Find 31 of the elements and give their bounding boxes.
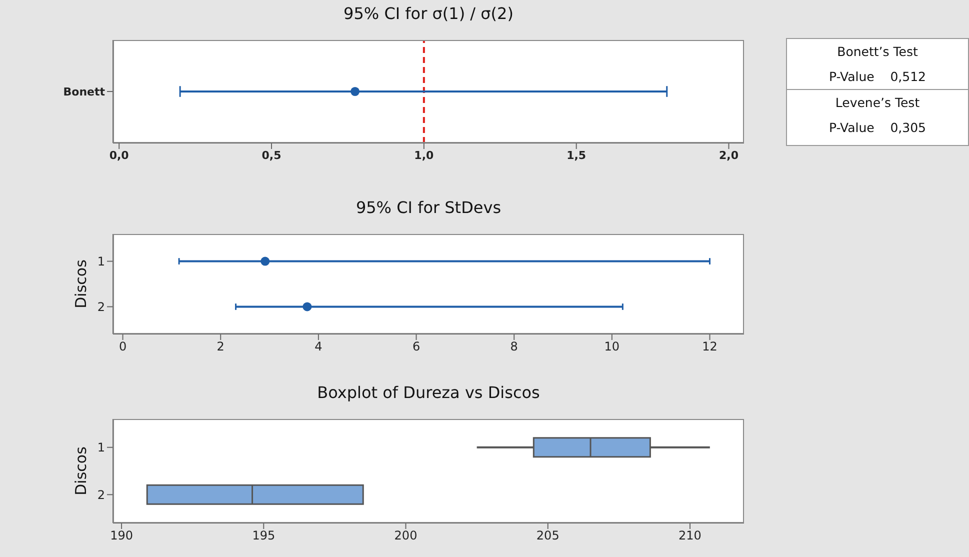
x-tick-label: 1,0	[414, 148, 434, 162]
x-tick-label: 2	[216, 340, 224, 354]
text: Bonett’s Test	[836, 43, 919, 61]
x-tick-label: 6	[412, 340, 420, 354]
x-tick-label: 190	[110, 528, 133, 543]
text: Levene’s Test	[787, 89, 968, 115]
x-tick-label: 10	[604, 340, 620, 354]
chart-title: 95% CI for σ(1) / σ(2)	[342, 4, 514, 23]
y-axis-title: Discos	[72, 446, 90, 496]
y-tick-label: 2	[97, 300, 105, 314]
y-tick-label: 1	[97, 440, 105, 455]
x-tick-label: 2,0	[719, 148, 739, 162]
y-tick-label: Bonett	[63, 85, 105, 98]
x-tick-label: 1,5	[566, 148, 586, 162]
x-tick-label: 12	[702, 340, 718, 354]
x-tick-label: 0,0	[109, 148, 130, 162]
y-tick-label: 1	[97, 254, 105, 269]
x-tick-label: 0,5	[262, 148, 282, 162]
chart-title: Boxplot of Dureza vs Discos	[316, 383, 541, 402]
x-tick-label: 205	[536, 528, 560, 543]
x-tick-label: 4	[314, 340, 322, 354]
chart-title: 95% CI for StDevs	[354, 198, 502, 217]
x-tick-label: 210	[678, 528, 702, 543]
y-axis-title: Discos	[72, 259, 90, 308]
text: P-Value 0,305	[828, 119, 928, 137]
text: P-Value 0,512	[828, 68, 928, 86]
y-tick-label: 2	[97, 488, 105, 502]
x-tick-label: 0	[118, 340, 127, 354]
x-tick-label: 200	[394, 528, 418, 543]
x-tick-label: 8	[510, 340, 518, 354]
x-tick-label: 195	[252, 528, 276, 543]
